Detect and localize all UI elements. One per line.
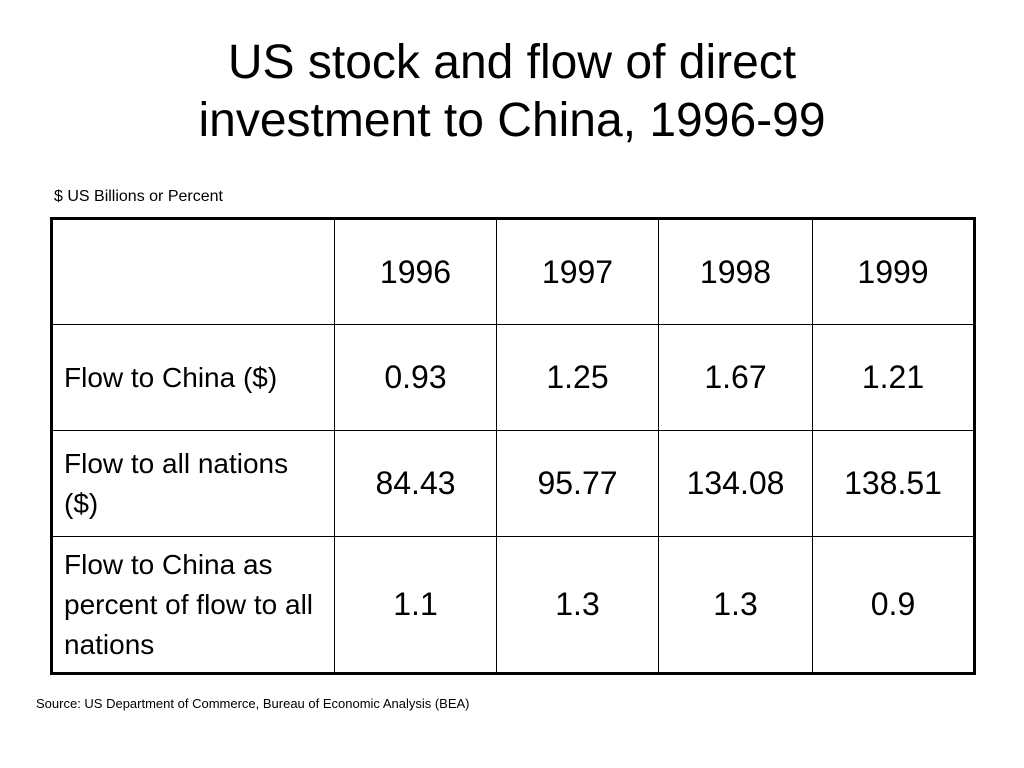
table-cell: 1.67 <box>658 324 813 431</box>
table-cell: 1.3 <box>658 536 813 674</box>
table-cell: 0.9 <box>812 536 975 674</box>
slide-title-line-2: investment to China, 1996-99 <box>198 94 826 147</box>
table-cell: 1.1 <box>334 536 497 674</box>
year-header-1999: 1999 <box>812 218 975 325</box>
row-label-flow-to-all-nations: Flow to all nations ($) <box>51 430 335 537</box>
row-label-flow-to-china: Flow to China ($) <box>51 324 335 431</box>
table-row: Flow to China as percent of flow to all … <box>51 536 975 674</box>
table-cell: 0.93 <box>334 324 497 431</box>
table-cell: 95.77 <box>496 430 659 537</box>
table-row: Flow to China ($) 0.93 1.25 1.67 1.21 <box>51 324 975 431</box>
table-header-row: 1996 1997 1998 1999 <box>51 218 975 325</box>
table-corner-cell <box>51 218 335 325</box>
row-label-china-percent: Flow to China as percent of flow to all … <box>51 536 335 674</box>
year-header-1998: 1998 <box>658 218 813 325</box>
units-note: $ US Billions or Percent <box>54 188 223 205</box>
table-cell: 138.51 <box>812 430 975 537</box>
investment-table: 1996 1997 1998 1999 Flow to China ($) 0.… <box>50 217 976 675</box>
table-cell: 1.3 <box>496 536 659 674</box>
table-cell: 134.08 <box>658 430 813 537</box>
year-header-1997: 1997 <box>496 218 659 325</box>
table-cell: 1.25 <box>496 324 659 431</box>
table-row: Flow to all nations ($) 84.43 95.77 134.… <box>51 430 975 537</box>
table-cell: 84.43 <box>334 430 497 537</box>
slide-title: US stock and flow of direct investment t… <box>0 34 1024 150</box>
year-header-1996: 1996 <box>334 218 497 325</box>
slide-title-line-1: US stock and flow of direct <box>227 36 797 89</box>
table-cell: 1.21 <box>812 324 975 431</box>
source-note: Source: US Department of Commerce, Burea… <box>36 696 470 711</box>
